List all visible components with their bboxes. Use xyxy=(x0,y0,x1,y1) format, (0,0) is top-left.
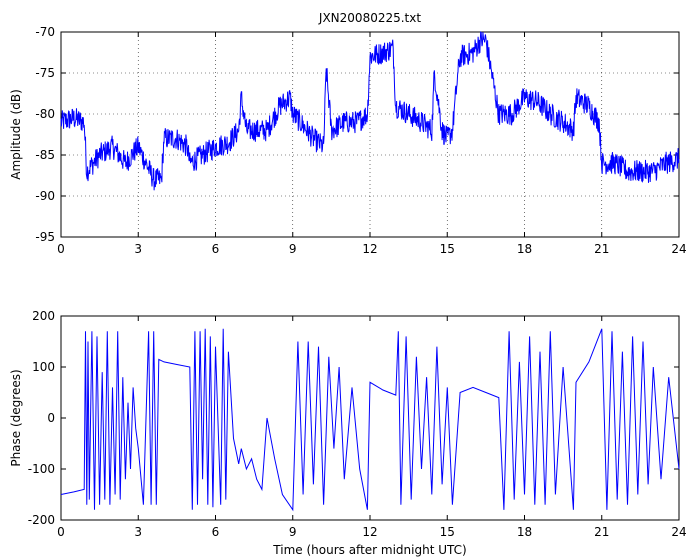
amplitude-x-tick-label: 12 xyxy=(362,242,377,256)
chart-title: JXN20080225.txt xyxy=(318,11,421,25)
phase-y-tick-label: 0 xyxy=(47,411,55,425)
amplitude-x-tick-label: 0 xyxy=(57,242,65,256)
phase-y-tick-label: 200 xyxy=(32,309,55,323)
phase-x-axis-label: Time (hours after midnight UTC) xyxy=(272,543,466,557)
phase-y-tick-label: -200 xyxy=(28,513,55,527)
amplitude-x-tick-label: 21 xyxy=(594,242,609,256)
amplitude-x-tick-label: 9 xyxy=(289,242,297,256)
phase-x-tick-label: 6 xyxy=(212,525,220,539)
amplitude-series xyxy=(60,31,680,191)
phase-x-tick-label: 24 xyxy=(671,525,686,539)
phase-axes: 0 3 6 9 12 15 18 21 24 -200 -100 0 100 200 Time (hour… xyxy=(9,309,687,557)
phase-x-tick-label: 15 xyxy=(440,525,455,539)
amplitude-y-tick-label: -80 xyxy=(35,107,55,121)
amplitude-series-line xyxy=(60,31,680,191)
amplitude-y-tick-label: -75 xyxy=(35,66,55,80)
amplitude-x-tick-label: 18 xyxy=(517,242,532,256)
amplitude-y-tick-label: -85 xyxy=(35,148,55,162)
phase-x-tick-label: 18 xyxy=(517,525,532,539)
amplitude-x-tick-label: 6 xyxy=(212,242,220,256)
phase-x-tick-label: 9 xyxy=(289,525,297,539)
phase-series xyxy=(60,328,680,512)
phase-y-tick-label: 100 xyxy=(32,360,55,374)
amplitude-x-tick-label: 15 xyxy=(440,242,455,256)
phase-series-line xyxy=(60,328,680,512)
phase-y-tick-label: -100 xyxy=(28,462,55,476)
amplitude-y-tick-label: -70 xyxy=(35,25,55,39)
amplitude-x-tick-label: 24 xyxy=(671,242,686,256)
amplitude-ticks: 0 3 6 9 12 15 18 21 24 -95 -90 -85 -80 -75 -70 xyxy=(35,25,686,256)
phase-ticks: 0 3 6 9 12 15 18 21 24 -200 -100 0 100 200 xyxy=(28,309,687,539)
amplitude-y-tick-label: -95 xyxy=(35,230,55,244)
phase-y-axis-label: Phase (degrees) xyxy=(9,369,23,466)
amplitude-grid xyxy=(61,32,679,237)
amplitude-axes: 0 3 6 9 12 15 18 21 24 -95 -90 -85 -80 -75 -70 JXN2008… xyxy=(9,11,687,256)
phase-x-tick-label: 21 xyxy=(594,525,609,539)
phase-x-tick-label: 0 xyxy=(57,525,65,539)
phase-x-tick-label: 3 xyxy=(134,525,142,539)
amplitude-y-axis-label: Amplitude (dB) xyxy=(9,89,23,180)
amplitude-x-tick-label: 3 xyxy=(134,242,142,256)
amplitude-y-tick-label: -90 xyxy=(35,189,55,203)
phase-x-tick-label: 12 xyxy=(362,525,377,539)
